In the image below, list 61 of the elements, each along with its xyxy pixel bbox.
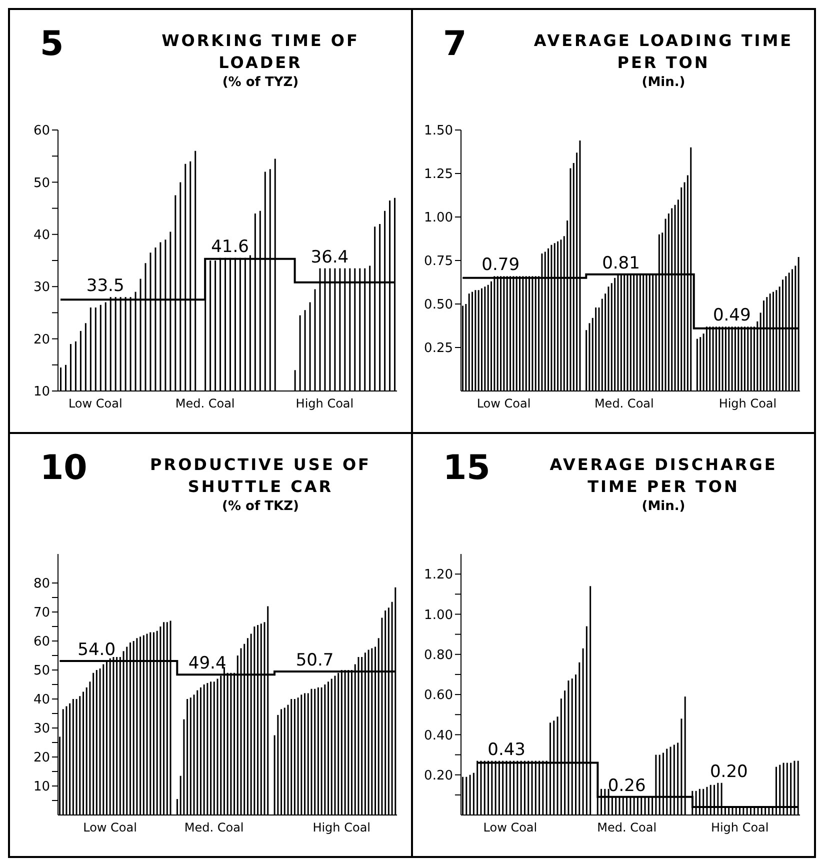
y-tick-label: 60	[33, 634, 50, 650]
y-tick-label: 40	[33, 228, 50, 244]
x-tick-label: High Coal	[312, 820, 371, 835]
annotation: 0.20	[710, 762, 748, 782]
y-tick-label: 80	[33, 576, 50, 592]
y-tick-label: 0.50	[424, 298, 453, 313]
x-tick-label: Low Coal	[483, 820, 538, 835]
chart-subtitle: (Min.)	[640, 74, 686, 92]
y-tick-label: 60	[33, 124, 50, 139]
chart-subtitle: (% of TKZ)	[221, 498, 300, 516]
y-tick-label: 50	[33, 664, 50, 679]
x-tick-label: Med. Coal	[175, 396, 235, 411]
x-tick-label: Med. Coal	[594, 396, 654, 411]
y-tick-label: 70	[33, 606, 50, 621]
x-tick-label: Low Coal	[83, 820, 137, 835]
annotation: 0.79	[482, 255, 520, 276]
x-tick-label: High Coal	[718, 396, 777, 411]
chart-title: PRODUCTIVE USE OF SHUTTLE CAR	[149, 454, 372, 498]
y-tick-label: 10	[33, 780, 50, 795]
y-tick-label: 1.20	[424, 568, 453, 583]
x-tick-label: Med. Coal	[597, 820, 657, 835]
annotation: 0.43	[488, 740, 526, 760]
y-tick-label: 0.60	[424, 688, 453, 704]
y-tick-label: 40	[33, 692, 50, 708]
annotation: 50.7	[296, 650, 334, 670]
y-tick-label: 0.20	[424, 768, 453, 784]
y-tick-label: 0.80	[424, 648, 453, 663]
y-tick-label: 10	[33, 384, 50, 400]
chart-title: WORKING TIME OF LOADER	[160, 30, 360, 74]
x-tick-label: Med. Coal	[184, 820, 244, 835]
annotation: 0.26	[608, 776, 646, 796]
x-tick-label: Low Coal	[476, 396, 531, 411]
y-tick-label: 30	[33, 280, 50, 296]
y-tick-label: 0.40	[424, 728, 453, 744]
y-tick-label: 1.50	[424, 124, 453, 139]
chart-subtitle: (% of TYZ)	[221, 74, 300, 92]
y-tick-label: 30	[33, 722, 50, 737]
y-tick-label: 20	[33, 332, 50, 348]
annotation: 36.4	[310, 247, 349, 268]
text: 7	[443, 24, 467, 64]
y-tick-label: 1.00	[424, 210, 453, 226]
annotation: 54.0	[78, 640, 116, 660]
y-tick-label: 50	[33, 176, 50, 191]
annotation: 33.5	[86, 276, 124, 296]
y-tick-label: 1.00	[424, 608, 453, 623]
annotation: 0.49	[712, 306, 751, 326]
y-tick-label: 0.75	[424, 254, 453, 270]
annotation: 41.6	[211, 236, 249, 257]
y-tick-label: 1.25	[424, 167, 453, 182]
y-tick-label: 20	[33, 750, 50, 766]
chart-title: AVERAGE LOADING TIME PER TON	[532, 30, 794, 74]
x-tick-label: Low Coal	[68, 396, 122, 411]
chart-title: AVERAGE DISCHARGE TIME PER TON	[548, 454, 778, 498]
x-tick-label: High Coal	[296, 396, 354, 411]
chart-subtitle: (Min.)	[640, 498, 686, 516]
text: 5	[40, 24, 64, 64]
y-tick-label: 0.25	[424, 341, 453, 356]
text: 15	[443, 448, 490, 488]
x-tick-label: High Coal	[710, 820, 769, 835]
annotation: 0.81	[602, 253, 640, 274]
annotation: 49.4	[188, 654, 226, 674]
